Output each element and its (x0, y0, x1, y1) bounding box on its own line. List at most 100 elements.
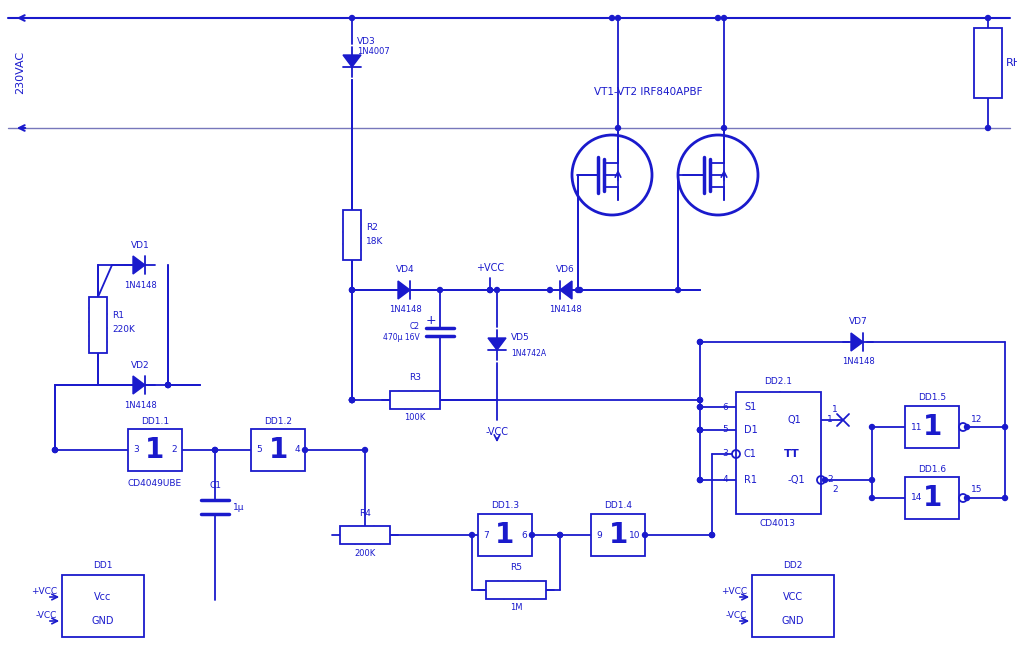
Text: VT1-VT2 IRF840APBF: VT1-VT2 IRF840APBF (594, 87, 703, 97)
Circle shape (1003, 424, 1008, 430)
Bar (340, 526, 390, 544)
Circle shape (698, 428, 703, 432)
Text: C2
470µ 16V: C2 470µ 16V (383, 322, 420, 342)
Circle shape (350, 398, 355, 403)
Text: DD2: DD2 (783, 561, 802, 569)
Circle shape (698, 428, 703, 432)
Text: 2: 2 (827, 476, 833, 485)
Circle shape (698, 477, 703, 483)
Circle shape (698, 405, 703, 409)
Text: GND: GND (92, 616, 114, 626)
Circle shape (985, 126, 991, 130)
Circle shape (698, 477, 703, 483)
Circle shape (350, 16, 355, 20)
Bar (251, 429, 305, 471)
Polygon shape (343, 55, 361, 67)
Text: 7: 7 (483, 531, 489, 540)
Text: VCC: VCC (783, 592, 803, 602)
Circle shape (870, 495, 875, 500)
Text: Q1: Q1 (788, 415, 801, 425)
Bar (128, 429, 182, 471)
Text: 10: 10 (629, 531, 640, 540)
Text: 14: 14 (911, 493, 922, 502)
Text: 18K: 18K (366, 236, 383, 246)
Text: D1: D1 (744, 425, 758, 435)
Circle shape (470, 533, 475, 538)
Circle shape (615, 126, 620, 130)
Text: 6: 6 (522, 531, 527, 540)
Circle shape (437, 288, 442, 293)
Bar (905, 406, 959, 448)
Polygon shape (133, 376, 145, 394)
Text: DD1.1: DD1.1 (141, 417, 169, 426)
Text: TT: TT (784, 449, 799, 459)
Circle shape (964, 424, 969, 430)
Text: R1: R1 (744, 475, 757, 485)
Circle shape (615, 16, 620, 20)
Circle shape (213, 447, 218, 453)
Text: Vcc: Vcc (95, 592, 112, 602)
Text: R4: R4 (359, 508, 371, 517)
Circle shape (350, 398, 355, 403)
Text: 4: 4 (722, 476, 728, 485)
Text: CD4049UBE: CD4049UBE (128, 479, 182, 487)
Text: +: + (425, 314, 436, 326)
Circle shape (302, 447, 307, 453)
Text: DD1.6: DD1.6 (918, 464, 946, 474)
Circle shape (698, 339, 703, 345)
Text: 1N4007: 1N4007 (357, 48, 390, 56)
Polygon shape (488, 338, 506, 350)
Text: 1: 1 (922, 413, 942, 441)
Text: 9: 9 (596, 531, 602, 540)
Text: R3: R3 (409, 373, 421, 383)
Text: S1: S1 (744, 402, 757, 412)
Text: 4: 4 (294, 445, 300, 455)
Polygon shape (398, 281, 410, 299)
Circle shape (578, 288, 583, 293)
Circle shape (698, 428, 703, 432)
Circle shape (213, 447, 218, 453)
Circle shape (964, 495, 969, 500)
Text: 1: 1 (268, 436, 288, 464)
Circle shape (557, 533, 562, 538)
Text: 1µ: 1µ (233, 502, 244, 512)
Text: 1: 1 (827, 415, 833, 424)
Text: C1: C1 (744, 449, 757, 459)
Bar (486, 581, 546, 599)
Text: 1N4742A: 1N4742A (511, 348, 546, 358)
Circle shape (166, 383, 171, 388)
Circle shape (710, 533, 715, 538)
Text: VD5: VD5 (511, 333, 530, 341)
Text: VD6: VD6 (555, 265, 575, 274)
Text: 100K: 100K (405, 413, 426, 422)
Text: DD1.4: DD1.4 (604, 502, 632, 510)
Text: 230VAC: 230VAC (15, 50, 25, 94)
Bar (591, 514, 645, 556)
Circle shape (487, 288, 492, 293)
Text: VD1: VD1 (130, 240, 149, 250)
Text: +VCC: +VCC (721, 588, 747, 597)
Polygon shape (133, 256, 145, 274)
Bar (390, 391, 440, 409)
Text: 15: 15 (971, 485, 982, 495)
Bar (478, 514, 532, 556)
Circle shape (698, 398, 703, 403)
Circle shape (870, 424, 875, 430)
Circle shape (53, 447, 58, 453)
Text: 12: 12 (971, 415, 982, 424)
Text: VD3: VD3 (357, 37, 375, 47)
Circle shape (721, 126, 726, 130)
Text: 200K: 200K (354, 548, 375, 557)
Text: 1N4148: 1N4148 (388, 305, 421, 314)
Bar (752, 575, 834, 637)
Circle shape (823, 477, 828, 483)
Text: 1N4148: 1N4148 (124, 280, 157, 290)
Circle shape (166, 383, 171, 388)
Circle shape (675, 288, 680, 293)
Circle shape (721, 16, 726, 20)
Circle shape (698, 398, 703, 403)
Circle shape (557, 533, 562, 538)
Bar (974, 28, 1002, 98)
Text: 2: 2 (172, 445, 177, 455)
Text: 220K: 220K (112, 324, 135, 333)
